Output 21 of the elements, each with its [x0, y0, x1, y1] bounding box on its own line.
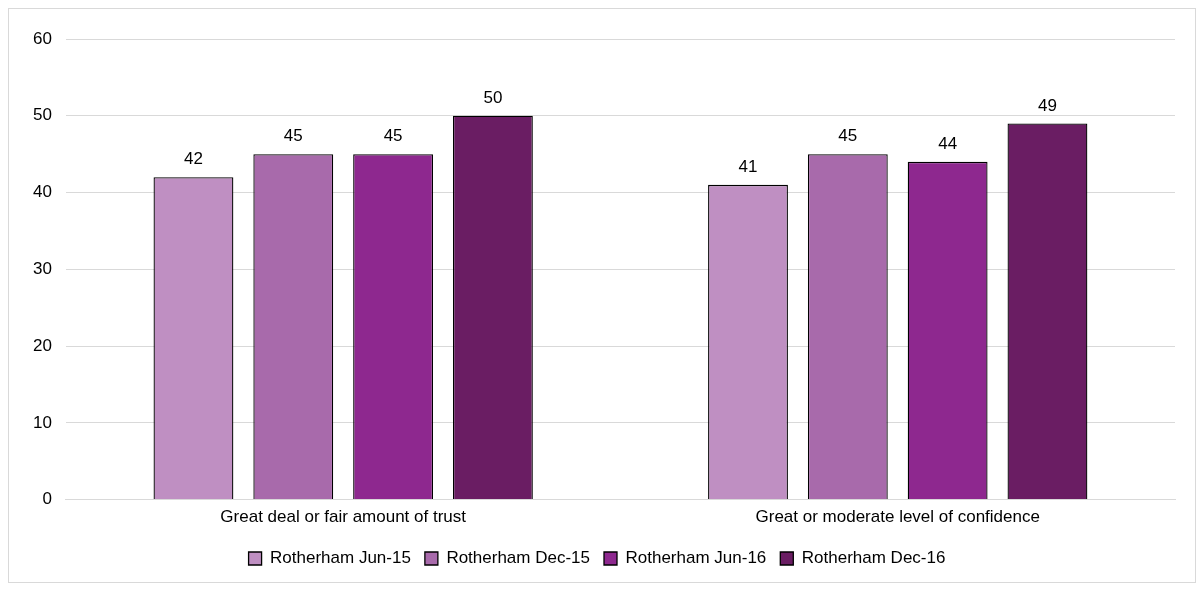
- y-tick-label: 0: [42, 489, 52, 509]
- y-tick-label: 60: [32, 28, 52, 48]
- x-tick-label: Great deal or fair amount of trust: [220, 507, 467, 527]
- data-label: 45: [383, 126, 403, 146]
- data-label: 42: [183, 149, 203, 169]
- y-tick-label: 50: [32, 105, 52, 125]
- y-tick-label: 40: [32, 182, 52, 202]
- data-label: 44: [938, 134, 958, 154]
- data-label: 41: [738, 157, 758, 177]
- data-label: 45: [283, 126, 303, 146]
- data-label: 45: [838, 126, 858, 146]
- legend-label: Rotherham Jun-16: [625, 548, 767, 568]
- y-tick-label: 30: [32, 258, 52, 278]
- y-tick-label: 20: [32, 335, 52, 355]
- legend-label: Rotherham Dec-15: [446, 548, 590, 568]
- y-tick-label: 10: [32, 412, 52, 432]
- data-label: 50: [483, 87, 503, 107]
- legend-label: Rotherham Dec-16: [801, 548, 946, 568]
- data-label: 49: [1037, 95, 1057, 115]
- legend-label: Rotherham Jun-15: [270, 548, 411, 568]
- x-tick-label: Great or moderate level of confidence: [755, 507, 1040, 527]
